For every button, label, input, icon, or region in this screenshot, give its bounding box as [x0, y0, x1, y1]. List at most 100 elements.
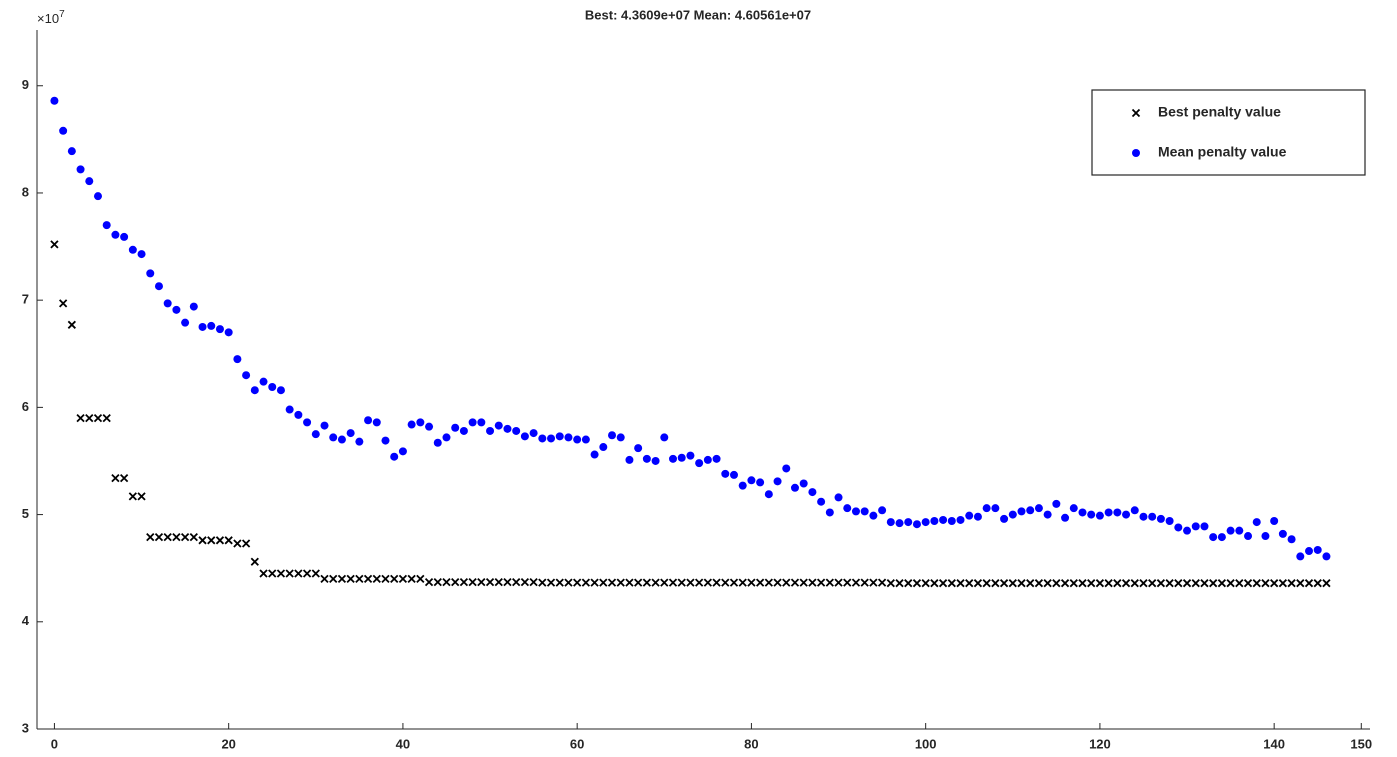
mean-marker — [67, 147, 76, 156]
best-marker — [642, 578, 652, 587]
best-marker — [1226, 579, 1235, 588]
legend-label: Best penalty value — [1158, 104, 1281, 120]
best-marker — [398, 574, 408, 584]
x-tick-label: 150 — [1350, 736, 1372, 751]
mean-marker — [738, 481, 747, 490]
best-marker — [128, 492, 137, 501]
best-marker — [747, 578, 756, 587]
best-marker — [241, 539, 251, 548]
mean-marker — [1122, 510, 1131, 519]
best-marker — [764, 578, 773, 587]
best-marker — [738, 578, 747, 587]
mean-marker — [189, 302, 198, 311]
mean-marker — [1008, 510, 1017, 519]
best-marker — [703, 578, 712, 587]
mean-marker — [1113, 508, 1122, 517]
mean-marker — [1296, 552, 1305, 561]
mean-marker — [669, 454, 678, 463]
mean-marker — [1200, 522, 1209, 531]
mean-marker — [285, 405, 294, 414]
best-marker — [1052, 579, 1061, 588]
best-marker — [180, 532, 190, 542]
x-tick-label: 40 — [396, 736, 410, 751]
mean-marker — [1104, 508, 1113, 517]
best-marker — [660, 578, 669, 587]
y-tick-label: 3 — [22, 720, 29, 735]
best-marker — [860, 578, 869, 587]
y-tick-label: 7 — [22, 292, 29, 307]
best-marker — [137, 492, 146, 501]
mean-marker — [747, 476, 756, 485]
best-marker — [1078, 579, 1087, 588]
mean-marker — [904, 518, 913, 527]
mean-marker — [512, 426, 521, 435]
y-tick-label: 5 — [22, 506, 29, 521]
mean-marker — [930, 517, 939, 526]
mean-marker — [1261, 532, 1270, 541]
mean-marker — [346, 429, 355, 438]
best-marker — [599, 578, 608, 587]
best-marker — [477, 577, 486, 587]
best-marker — [651, 578, 660, 587]
mean-marker — [642, 454, 651, 463]
best-marker — [520, 577, 530, 587]
mean-marker — [843, 504, 852, 513]
mean-marker — [250, 386, 259, 395]
mean-marker — [1278, 529, 1287, 538]
mean-marker — [1287, 535, 1296, 544]
best-marker — [93, 413, 103, 423]
y-tick-label: 4 — [22, 613, 30, 628]
mean-marker — [137, 250, 146, 259]
best-marker — [921, 579, 930, 588]
mean-marker — [268, 383, 277, 392]
best-marker — [755, 578, 765, 587]
best-marker — [172, 532, 181, 542]
best-marker — [877, 578, 887, 587]
best-marker — [59, 299, 68, 308]
mean-marker — [1043, 510, 1052, 519]
mean-marker — [425, 422, 434, 431]
mean-marker — [808, 488, 817, 497]
mean-marker — [773, 477, 782, 486]
best-marker — [1270, 579, 1279, 588]
best-marker — [782, 578, 791, 587]
best-marker — [424, 577, 434, 587]
best-marker — [1278, 579, 1288, 588]
mean-marker — [111, 230, 120, 239]
best-marker — [233, 539, 242, 548]
best-marker — [590, 578, 599, 587]
mean-marker — [503, 424, 512, 433]
best-marker — [790, 578, 800, 587]
mean-marker — [259, 377, 268, 386]
mean-marker — [712, 454, 721, 463]
mean-marker — [1270, 517, 1279, 526]
best-marker — [965, 579, 974, 588]
best-marker — [1148, 579, 1157, 588]
mean-marker — [860, 507, 869, 516]
legend-box — [1091, 89, 1366, 176]
best-marker — [329, 574, 338, 584]
mean-marker — [468, 418, 477, 427]
y-multiplier: ×107 — [37, 9, 65, 27]
best-marker — [1235, 579, 1244, 588]
mean-marker — [564, 433, 573, 442]
best-marker — [956, 579, 965, 588]
mean-marker — [1148, 512, 1157, 521]
best-marker — [1165, 579, 1174, 588]
best-marker — [930, 579, 939, 588]
mean-marker — [442, 433, 451, 442]
mean-marker — [1226, 526, 1235, 535]
mean-marker — [1061, 513, 1070, 522]
mean-marker — [590, 450, 599, 459]
mean-marker — [1139, 512, 1148, 521]
mean-marker — [982, 504, 991, 513]
mean-marker — [1156, 514, 1165, 523]
x-tick-label: 20 — [221, 736, 235, 751]
mean-marker — [172, 305, 181, 314]
best-marker — [1104, 579, 1113, 588]
mean-marker — [364, 416, 373, 425]
mean-marker — [1305, 547, 1314, 556]
mean-marker — [294, 410, 303, 419]
best-marker — [912, 579, 922, 588]
mean-marker — [163, 299, 172, 308]
